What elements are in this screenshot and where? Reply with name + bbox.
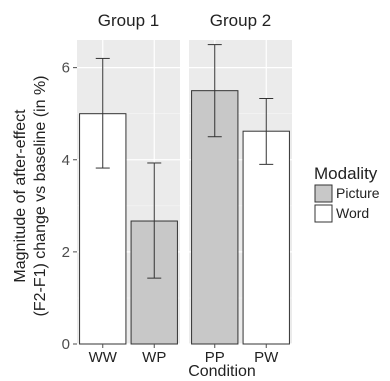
y-axis-title: Magnitude of after-effect (F2-F1) change… (12, 76, 49, 317)
y-axis-title-line2: (F2-F1) change vs baseline (in %) (32, 76, 49, 317)
x-tick-label-wp: WP (142, 349, 166, 366)
panel-2: Group 2 (189, 11, 292, 345)
y-tick-label: 2 (62, 244, 70, 261)
x-tick-label-ww: WW (89, 349, 118, 366)
legend-label-word: Word (336, 205, 369, 221)
x-tick-label-pp: PP (205, 349, 225, 366)
bar-pw (242, 130, 290, 345)
panel-1: Group 1 (77, 11, 180, 345)
x-tick-label-pw: PW (254, 349, 279, 366)
legend-label-picture: Picture (336, 185, 380, 201)
panel-title-1: Group 1 (98, 11, 159, 30)
y-tick-label: 6 (62, 60, 70, 77)
legend-key-word (314, 204, 333, 223)
error-bar-pp (207, 44, 222, 138)
panel-title-2: Group 2 (210, 11, 271, 30)
panels: Group 1 Group 2 (77, 11, 292, 345)
legend: Modality Picture Word (314, 164, 380, 223)
error-bar-pw (259, 97, 274, 165)
y-axis-title-line1: Magnitude of after-effect (12, 109, 29, 283)
y-axis: 0 2 4 6 (62, 60, 77, 353)
x-axis: WW WP PP PW (89, 344, 279, 366)
x-axis-title: Condition (188, 363, 256, 380)
y-tick-label: 4 (62, 152, 70, 169)
legend-title: Modality (314, 164, 378, 183)
error-bar-ww (95, 57, 110, 169)
error-bar-wp (147, 162, 162, 279)
legend-key-picture (314, 184, 333, 203)
y-tick-label: 0 (62, 336, 70, 353)
